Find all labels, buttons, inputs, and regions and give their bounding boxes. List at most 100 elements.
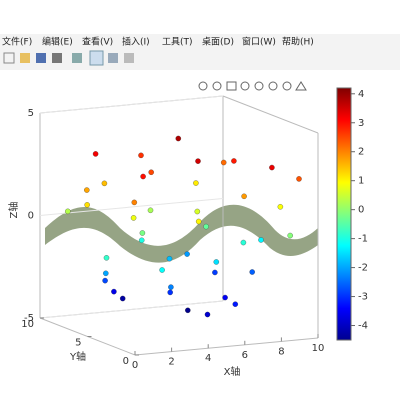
grid-line — [39, 198, 224, 216]
point — [103, 270, 109, 277]
point — [101, 180, 108, 187]
point — [84, 187, 90, 193]
point — [65, 208, 71, 215]
tool-icon[interactable] — [240, 81, 250, 91]
colorbar-tick-label: 1 — [358, 176, 364, 187]
point — [220, 159, 227, 166]
axis-line — [222, 95, 319, 134]
colorbar-tick-label: 3 — [358, 118, 364, 129]
x-tick-label: 4 — [205, 353, 211, 364]
point — [195, 218, 202, 225]
colorbar-tick-label: 2 — [358, 147, 364, 158]
point — [102, 277, 108, 284]
point — [277, 204, 284, 210]
menu-item[interactable]: 工具(T) — [162, 37, 193, 48]
point — [166, 255, 173, 262]
grid-line — [39, 300, 224, 319]
open-icon[interactable] — [20, 53, 30, 63]
axis-line — [134, 337, 319, 356]
point — [184, 251, 190, 257]
y-axis-label: Y轴 — [69, 350, 86, 363]
colorbar — [336, 87, 352, 341]
point — [249, 269, 255, 275]
x-tick-label: 8 — [278, 346, 284, 357]
x-tick-label: 10 — [312, 343, 325, 354]
point — [138, 237, 145, 244]
point — [103, 255, 110, 261]
menu-item[interactable]: 桌面(D) — [202, 36, 234, 48]
point — [167, 289, 173, 296]
point — [213, 259, 220, 265]
colorbar-icon[interactable] — [89, 50, 104, 66]
colorbar-tick-label: -4 — [358, 321, 368, 332]
x-axis-label: X轴 — [224, 365, 241, 378]
menu-bar: 文件(F) 编辑(E) 查看(V) 插入(I) 工具(T) 桌面(D) 窗口(W) 帮助(H) — [2, 36, 314, 48]
menu-item[interactable]: 文件(F) — [2, 36, 32, 48]
colorbar-tick-label: -1 — [358, 234, 368, 245]
point — [130, 215, 137, 221]
point — [140, 173, 146, 180]
tool-icon[interactable] — [198, 81, 208, 91]
point — [147, 207, 154, 214]
legend-icon[interactable] — [108, 53, 118, 63]
icon[interactable] — [124, 53, 134, 63]
menu-item[interactable]: 编辑(E) — [42, 36, 73, 48]
menu-item[interactable]: 插入(I) — [122, 36, 150, 48]
pan-icon[interactable] — [254, 81, 264, 91]
x-tick-label: 2 — [168, 357, 174, 368]
point — [111, 288, 117, 295]
point — [204, 311, 211, 318]
point — [193, 180, 199, 186]
menu-item[interactable]: 查看(V) — [82, 36, 113, 48]
icon[interactable] — [72, 53, 82, 63]
x-tick-label: 6 — [242, 350, 248, 361]
point — [195, 158, 201, 164]
menu-item[interactable]: 窗口(W) — [242, 36, 276, 48]
point — [240, 239, 247, 246]
point — [138, 152, 144, 159]
colorbar-tick-label: 4 — [358, 89, 364, 100]
y-tick-label: 0 — [123, 356, 129, 367]
zoom-in-icon[interactable] — [268, 81, 278, 91]
grid-line — [39, 95, 224, 114]
tool-icon[interactable] — [212, 81, 222, 91]
colorbar-tick-label: -3 — [358, 292, 368, 303]
point — [175, 135, 182, 142]
point — [139, 230, 146, 236]
point — [287, 232, 293, 239]
point — [159, 267, 165, 273]
point — [203, 223, 209, 230]
point — [222, 294, 228, 301]
home-icon[interactable] — [295, 81, 307, 91]
point — [92, 151, 99, 157]
point — [119, 295, 126, 302]
colorbar-tick-label: 0 — [358, 205, 364, 216]
y-tick-label: 10 — [21, 319, 34, 330]
toolbar — [3, 50, 307, 91]
point — [148, 169, 154, 175]
point — [131, 199, 138, 206]
print-icon[interactable] — [52, 53, 62, 63]
surface — [45, 204, 318, 263]
point — [212, 269, 218, 276]
point — [232, 301, 239, 307]
z-axis-label: Z轴 — [7, 202, 20, 219]
point — [84, 202, 90, 208]
point — [241, 193, 247, 200]
z-tick-label: 5 — [28, 108, 34, 119]
save-icon[interactable] — [36, 53, 46, 63]
zoom-out-icon[interactable] — [282, 81, 292, 91]
point — [258, 237, 264, 243]
point — [296, 176, 302, 182]
x-tick-label: 0 — [132, 360, 138, 371]
point — [269, 164, 275, 171]
colorbar-tick-label: -2 — [358, 263, 368, 274]
y-tick-label: 5 — [75, 338, 81, 349]
menu-item[interactable]: 帮助(H) — [282, 36, 314, 48]
tool-icon[interactable] — [226, 81, 237, 91]
new-icon[interactable] — [3, 52, 15, 64]
point — [168, 284, 174, 290]
point — [194, 208, 201, 215]
